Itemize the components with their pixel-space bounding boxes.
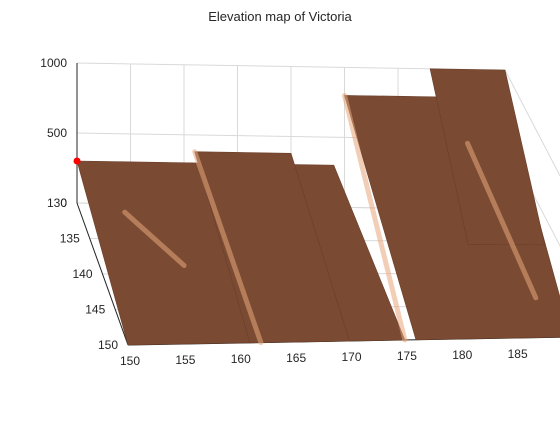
marker-point: [74, 158, 81, 165]
chart-title: Elevation map of Victoria: [0, 9, 560, 24]
x-tick-label: 165: [286, 351, 306, 365]
x-tick-label: 180: [452, 348, 472, 362]
y-tick-label: 145: [85, 303, 105, 317]
y-tick-label: 140: [72, 267, 92, 281]
x-tick-label: 155: [175, 353, 195, 367]
x-tick-label: 175: [397, 349, 417, 363]
y-tick-label: 150: [98, 338, 118, 352]
surface: [77, 69, 560, 345]
x-tick-label: 160: [231, 352, 251, 366]
z-tick-label: 500: [47, 126, 67, 140]
z-tick-label: 0: [60, 196, 67, 210]
x-tick-label: 150: [120, 354, 140, 368]
z-tick-label: 1000: [40, 56, 67, 70]
x-tick-label: 170: [341, 350, 361, 364]
x-tick-label: 185: [508, 347, 528, 361]
y-tick-label: 135: [60, 232, 80, 246]
